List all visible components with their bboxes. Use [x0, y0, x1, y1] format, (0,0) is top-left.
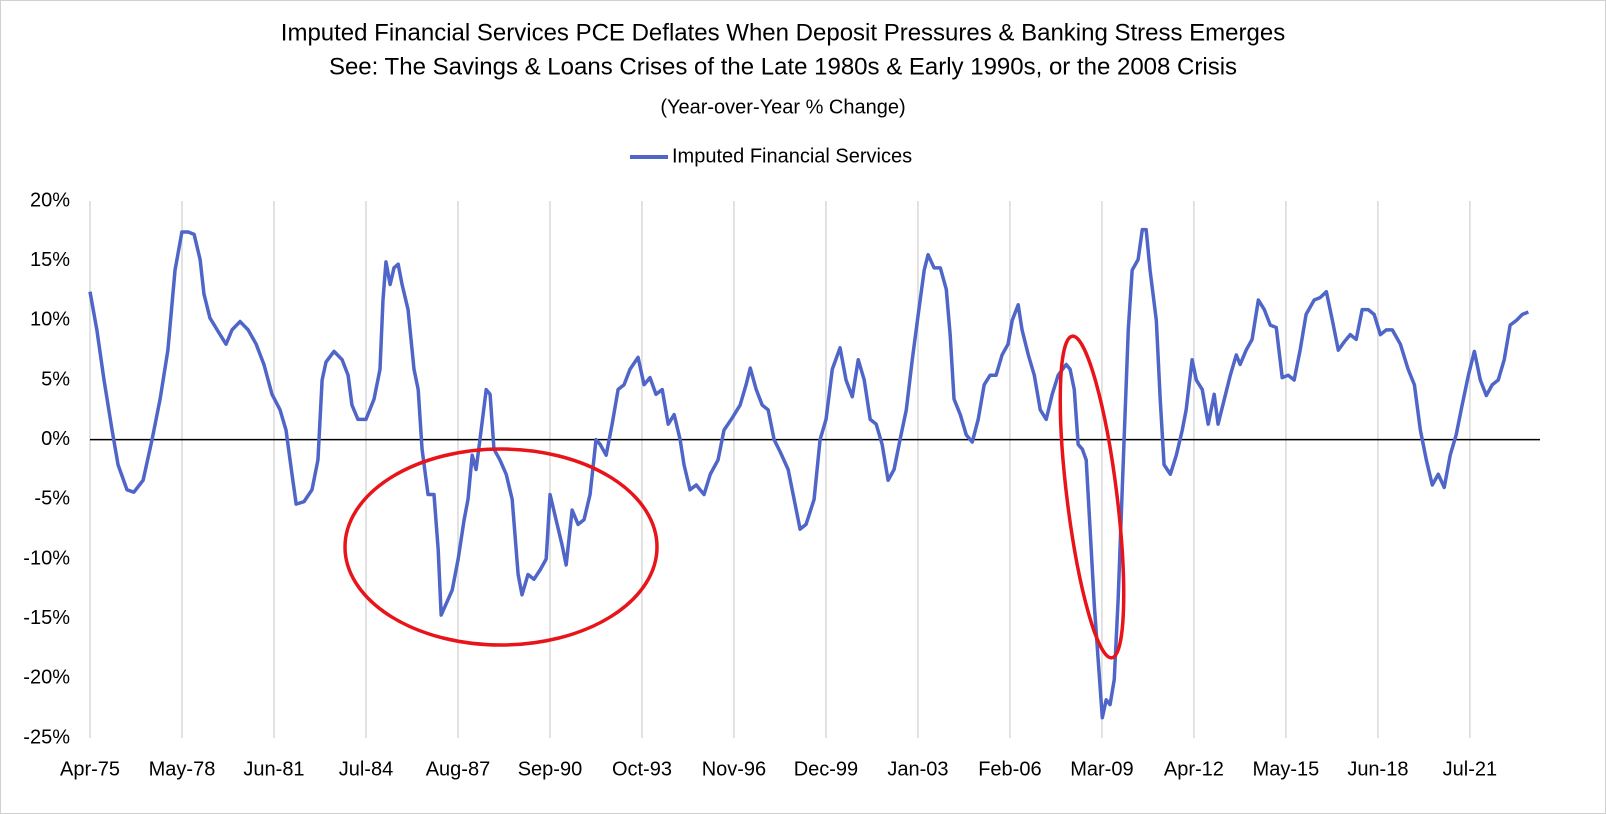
chart-subtitle: See: The Savings & Loans Crises of the L… — [329, 53, 1237, 80]
y-tick-label: -20% — [23, 667, 70, 689]
series-line — [88, 227, 1530, 720]
x-tick-label: May-15 — [1253, 758, 1320, 780]
y-tick-label: 20% — [30, 189, 70, 211]
legend-label: Imputed Financial Services — [672, 145, 912, 167]
y-tick-label: -5% — [34, 488, 70, 510]
x-tick-label: Aug-87 — [426, 758, 491, 780]
x-tick-label: Apr-12 — [1164, 758, 1224, 780]
x-tick-label: Nov-96 — [702, 758, 766, 780]
y-tick-label: 10% — [30, 309, 70, 331]
x-tick-label: Jul-21 — [1443, 758, 1497, 780]
x-tick-label: Jun-18 — [1347, 758, 1408, 780]
chart-note: (Year-over-Year % Change) — [660, 96, 905, 118]
x-tick-label: Oct-93 — [612, 758, 672, 780]
y-tick-label: -15% — [23, 607, 70, 629]
chart-title: Imputed Financial Services PCE Deflates … — [281, 19, 1285, 46]
x-tick-label: Apr-75 — [60, 758, 120, 780]
y-tick-label: -25% — [23, 726, 70, 748]
highlight-ellipse — [343, 447, 659, 647]
x-tick-label: Jan-03 — [887, 758, 948, 780]
y-tick-label: -10% — [23, 547, 70, 569]
x-tick-label: Dec-99 — [794, 758, 858, 780]
x-tick-label: Sep-90 — [518, 758, 583, 780]
highlight-ellipse — [1058, 334, 1126, 660]
x-tick-label: Feb-06 — [978, 758, 1041, 780]
y-tick-label: 15% — [30, 249, 70, 271]
x-tick-label: Mar-09 — [1070, 758, 1133, 780]
y-tick-label: 5% — [41, 368, 70, 390]
grid — [89, 201, 1540, 738]
x-tick-label: Jul-84 — [339, 758, 393, 780]
x-tick-label: Jun-81 — [243, 758, 304, 780]
x-tick-label: May-78 — [149, 758, 216, 780]
y-tick-label: 0% — [41, 428, 70, 450]
plot — [88, 227, 1530, 720]
